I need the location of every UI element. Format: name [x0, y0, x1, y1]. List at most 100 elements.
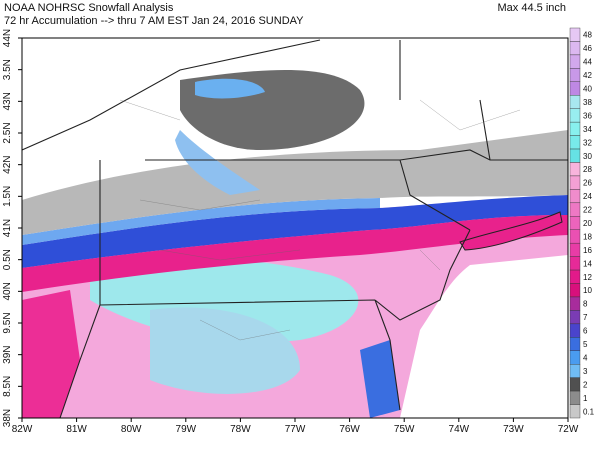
y-tick-label: 0.5N — [2, 249, 13, 270]
state-border — [22, 39, 568, 418]
y-tick-label: 43N — [2, 92, 13, 110]
colorbar-label: 8 — [583, 300, 588, 309]
y-tick-label: 38N — [2, 409, 13, 427]
ocean — [400, 255, 568, 418]
x-tick-label: 73W — [503, 424, 524, 435]
y-tick-label: 2.5N — [2, 122, 13, 143]
map — [22, 38, 568, 418]
colorbar-swatch — [569, 377, 581, 392]
colorbar-label: 5 — [583, 340, 588, 349]
y-tick-label: 44N — [2, 29, 13, 47]
x-tick-label: 82W — [12, 424, 33, 435]
x-tick-label: 81W — [66, 424, 87, 435]
subtitle: 72 hr Accumulation --> thru 7 AM EST Jan… — [4, 15, 304, 27]
colorbar-swatch — [569, 404, 581, 419]
colorbar-label: 46 — [583, 44, 592, 53]
colorbar-label: 1 — [583, 394, 588, 403]
max-label: Max 44.5 inch — [498, 2, 566, 14]
x-tick-label: 74W — [449, 424, 470, 435]
colorbar-swatch — [569, 229, 581, 244]
colorbar-swatch — [569, 108, 581, 123]
x-tick-label: 76W — [339, 424, 360, 435]
colorbar-swatch — [569, 81, 581, 96]
light-blue-band — [22, 198, 380, 245]
pink-band — [22, 215, 568, 292]
colorbar-label: 14 — [583, 259, 592, 268]
y-tick-label: 41N — [2, 219, 13, 237]
colorbar-swatch — [569, 95, 581, 109]
lake-ontario — [195, 78, 265, 99]
colorbar-label: 30 — [583, 152, 592, 161]
colorbar-swatch — [569, 323, 581, 338]
colorbar-swatch — [569, 162, 581, 177]
x-tick-label: 77W — [285, 424, 306, 435]
colorbar-label: 28 — [583, 165, 592, 174]
colorbar-label: 0.1 — [583, 407, 595, 416]
colorbar-label: 26 — [583, 179, 592, 188]
x-tick-label: 80W — [121, 424, 142, 435]
county-border — [119, 99, 521, 341]
colorbar-label: 38 — [583, 98, 592, 107]
x-tick-label: 75W — [394, 424, 415, 435]
colorbar-swatch — [569, 364, 581, 378]
colorbar-label: 44 — [583, 58, 592, 67]
y-tick-label: 8.5N — [2, 376, 13, 397]
colorbar-swatch — [569, 310, 581, 325]
colorbar-swatch — [569, 242, 581, 257]
colorbar-label: 3 — [583, 367, 588, 376]
y-tick-label: 9.5N — [2, 312, 13, 333]
colorbar-label: 36 — [583, 111, 592, 120]
colorbar-label: 42 — [583, 71, 592, 80]
colorbar-label: 22 — [583, 206, 592, 215]
y-tick-label: 40N — [2, 282, 13, 300]
colorbar-swatch — [569, 296, 581, 311]
x-tick-label: 79W — [176, 424, 197, 435]
colorbar-label: 32 — [583, 138, 592, 147]
y-tick-label: 42N — [2, 155, 13, 173]
light-blue-area — [175, 130, 260, 195]
colorbar-swatch — [569, 68, 581, 82]
y-tick-label: 1.5N — [2, 186, 13, 207]
colorbar-label: 7 — [583, 313, 588, 322]
blue-band — [22, 195, 568, 268]
colorbar-swatch — [569, 54, 581, 69]
colorbar-swatch — [569, 121, 581, 136]
colorbar-swatch — [569, 283, 581, 298]
colorbar-label: 4 — [583, 353, 588, 362]
colorbar-swatch — [569, 390, 581, 405]
y-tick-label: 39N — [2, 345, 13, 363]
blue-area — [360, 340, 400, 418]
colorbar-swatch — [569, 269, 581, 284]
colorbar-label: 20 — [583, 219, 592, 228]
long-island — [459, 211, 563, 251]
colorbar-swatch — [569, 350, 581, 365]
colorbar-label: 18 — [583, 232, 592, 241]
x-tick-label: 72W — [558, 424, 579, 435]
colorbar-label: 24 — [583, 192, 592, 201]
colorbar-swatch — [569, 27, 581, 42]
colorbar-label: 16 — [583, 246, 592, 255]
colorbar-swatch — [569, 337, 581, 351]
colorbar-label: 6 — [583, 327, 588, 336]
colorbar-swatch — [569, 189, 581, 204]
gray-area — [22, 130, 568, 235]
colorbar-swatch — [569, 202, 581, 217]
colorbar-label: 48 — [583, 31, 592, 40]
cyan-area — [150, 307, 300, 394]
colorbar-label: 12 — [583, 273, 592, 282]
colorbar-swatch — [569, 135, 581, 150]
colorbar-swatch — [569, 148, 581, 163]
colorbar-label: 34 — [583, 125, 592, 134]
colorbar-swatch — [569, 41, 581, 56]
pink-area — [22, 290, 80, 418]
title: NOAA NOHRSC Snowfall Analysis — [4, 2, 174, 14]
colorbar-label: 10 — [583, 286, 592, 295]
colorbar-label: 40 — [583, 85, 592, 94]
colorbar-swatch — [569, 175, 581, 190]
colorbar-swatch — [569, 256, 581, 271]
x-tick-label: 78W — [230, 424, 251, 435]
colorbar-label: 2 — [583, 380, 588, 389]
colorbar-swatch — [569, 216, 581, 230]
y-tick-label: 3.5N — [2, 59, 13, 80]
